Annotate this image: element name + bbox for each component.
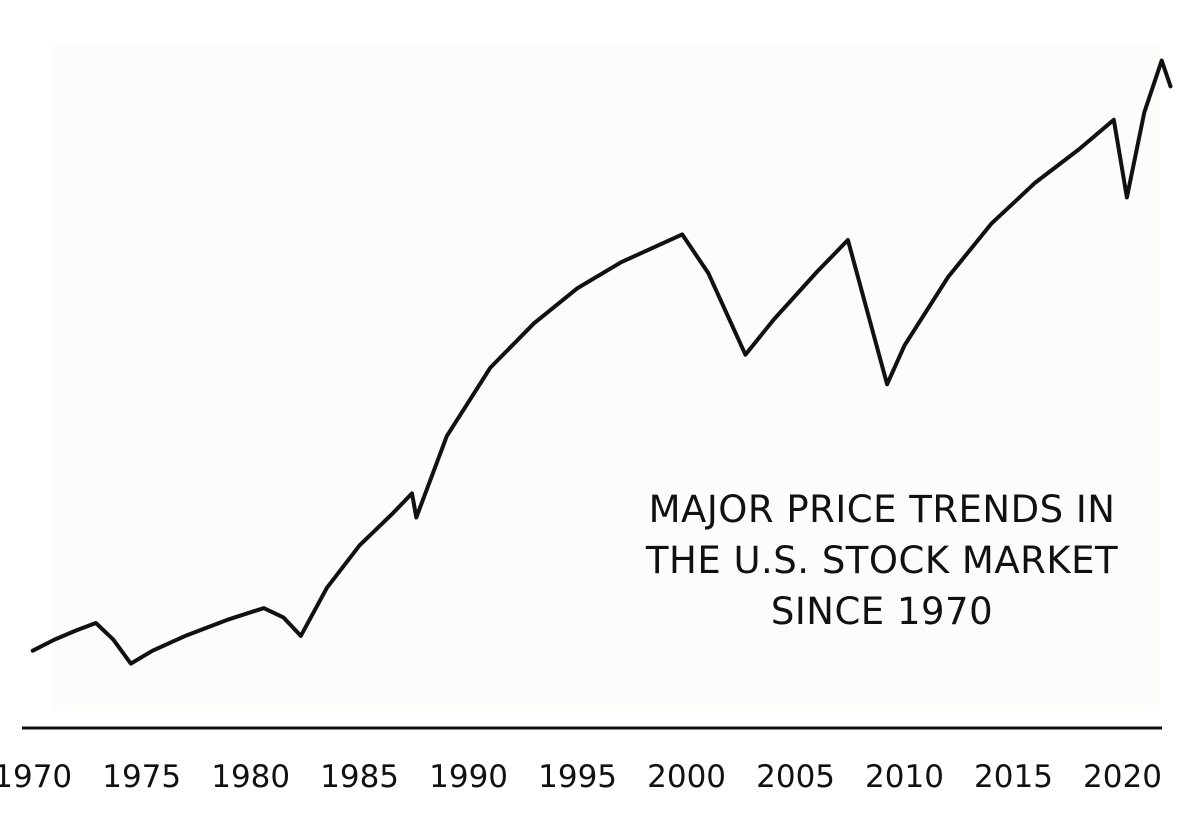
x-tick-label-2010: 2010 <box>865 759 944 795</box>
x-tick-label-1995: 1995 <box>538 759 617 795</box>
x-tick-label-1985: 1985 <box>320 759 399 795</box>
x-tick-label-1975: 1975 <box>102 759 181 795</box>
x-tick-label-1980: 1980 <box>211 759 290 795</box>
chart-title-line-3: SINCE 1970 <box>770 590 994 633</box>
x-tick-label-2015: 2015 <box>974 759 1053 795</box>
x-tick-label-2000: 2000 <box>647 759 726 795</box>
x-tick-label-2005: 2005 <box>756 759 835 795</box>
x-tick-label-1970: 1970 <box>0 759 72 795</box>
x-tick-label-1990: 1990 <box>429 759 508 795</box>
x-tick-label-2020: 2020 <box>1083 759 1162 795</box>
chart-title-line-1: MAJOR PRICE TRENDS IN <box>648 488 1116 531</box>
x-tick-labels: 1970 1975 1980 1985 1990 1995 2000 2005 2010 2015… <box>0 759 1162 795</box>
chart-title-line-2: THE U.S. STOCK MARKET <box>645 539 1119 582</box>
plot-area-background <box>52 44 1160 710</box>
series-group <box>30 58 1173 666</box>
series-line-0 <box>30 58 1173 666</box>
chart-title: MAJOR PRICE TRENDS IN THE U.S. STOCK MAR… <box>612 484 1152 637</box>
